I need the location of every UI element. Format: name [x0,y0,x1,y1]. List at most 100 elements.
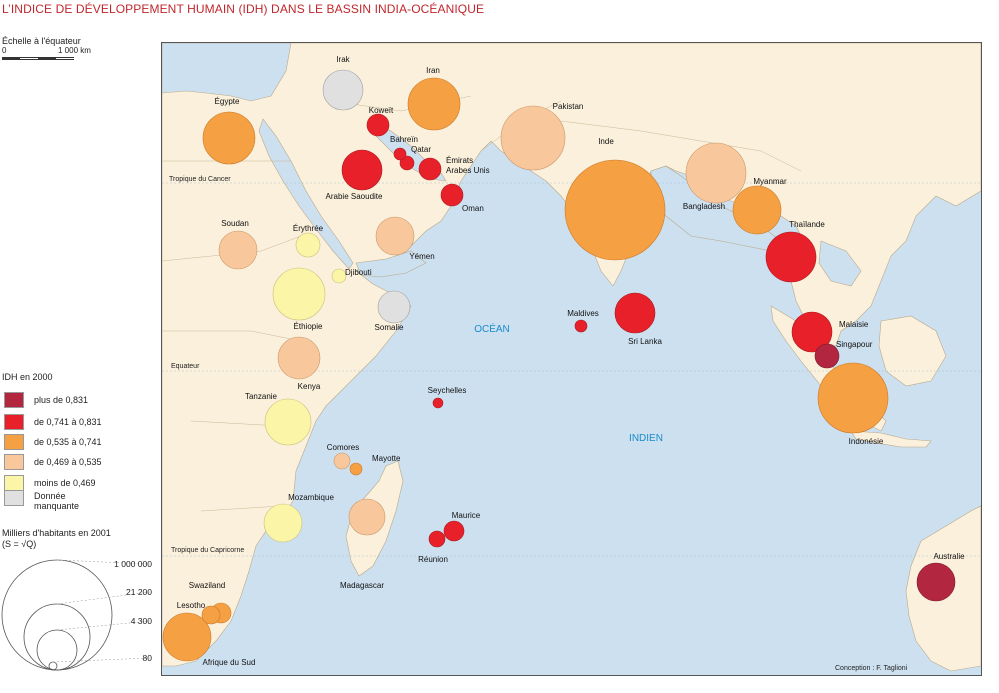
circle-bahre-n [393,147,407,161]
label--rythr-e: Érythrée [293,224,324,233]
circle-iran [407,77,461,131]
label-pakistan: Pakistan [553,102,584,111]
label-tha-lande: Thaïlande [789,220,825,229]
label-kowe-t: Koweït [369,106,394,115]
legend-swatch-4 [4,475,24,491]
circle-soudan [218,230,258,270]
gulf-thailand [818,240,862,287]
label-arabie-saoudite: Arabie Saoudite [326,192,383,201]
label--gypte: Égypte [215,97,240,106]
red-sea [258,118,354,270]
label-oman: Oman [462,204,484,213]
label-tanzanie: Tanzanie [245,392,278,401]
legend-pop-title-1: Milliers d'habitants en 2001 [2,528,111,538]
pop-circle-3 [36,629,78,671]
label-singapour: Singapour [836,340,873,349]
circle-inde [564,159,666,261]
label-r-union: Réunion [418,555,448,564]
circle-somalie [377,290,411,324]
circle-bangladesh [685,142,747,204]
tropic-cancer-label: Tropique du Cancer [169,176,231,183]
circle-y-men [375,216,415,256]
label-malaisie: Malaisie [839,320,869,329]
label-soudan: Soudan [221,219,249,228]
legend-swatch-2 [4,434,24,450]
scale-start: 0 [2,46,7,55]
legend-swatch-1 [4,414,24,430]
label-somalie: Somalie [375,323,404,332]
gulf-aden [355,250,427,278]
circle-oman [440,183,464,207]
pop-value-3: 4 300 [130,616,152,626]
legend-pop-title-2: (S = √Q) [2,539,37,549]
legend-swatch-5 [4,490,24,506]
label-bangladesh: Bangladesh [683,202,725,211]
pop-value-1: 1 000 000 [114,559,152,569]
circle-sri-lanka [614,292,656,334]
scale-label: Échelle à l'équateur [2,36,81,46]
land-java [850,430,932,448]
circle--mirats-arabes-unis [418,157,442,181]
label-y-men: Yémen [409,252,434,261]
pop-legend-circles [1,559,151,671]
ocean-label-2: INDIEN [629,433,663,444]
circle-madagascar [348,498,386,536]
circle-afrique-du-sud [162,612,212,662]
map-title: L’INDICE DE DÉVELOPPEMENT HUMAIN (IDH) D… [2,2,485,16]
circle-maurice [443,520,465,542]
legend-swatch-3 [4,454,24,470]
pop-circle-2 [23,603,91,671]
circle-arabie-saoudite [341,149,383,191]
circle-singapour [814,343,840,369]
legend-label-0: plus de 0,831 [34,395,89,405]
map-frame: Irak Iran Égypte Koweït Bahreïn Qatar Émirats A… [161,42,982,676]
label-mozambique: Mozambique [288,493,334,502]
label-irak: Irak [336,55,350,64]
label-afrique-du-sud: Afrique du Sud [203,658,256,667]
circle-mozambique [263,503,303,543]
label-swaziland: Swaziland [189,581,225,590]
label-lesotho: Lesotho [177,601,206,610]
credit-label: Conception : F. Taglioni [835,665,908,672]
circle-myanmar [732,185,782,235]
label-seychelles: Seychelles [428,386,467,395]
label-inde: Inde [598,137,614,146]
idh-circles [162,69,956,662]
label-myanmar: Myanmar [753,177,787,186]
legend-pop-title: Milliers d'habitants en 2001 (S = √Q) [2,528,111,550]
label-kenya: Kenya [298,382,321,391]
label-maldives: Maldives [567,309,599,318]
circle--gypte [202,111,256,165]
label-australie: Australie [933,552,965,561]
label-qatar: Qatar [411,145,431,154]
circle-tha-lande [765,231,817,283]
tropic-capricorn-label: Tropique du Capricorne [171,547,244,554]
legend-swatch-0 [4,392,24,408]
circle-australie [916,562,956,602]
pop-value-4: 80 [142,653,152,663]
scale-bar [2,57,74,60]
pop-value-2: 21 200 [126,587,152,597]
land-borneo [878,315,947,387]
label-mayotte: Mayotte [372,454,401,463]
legend-label-4: moins de 0,469 [34,478,96,488]
label-comores: Comores [327,443,359,452]
circle-kowe-t [366,113,390,137]
legend-label-5: Donnée manquante [34,491,80,511]
circle-indon-sie [817,362,889,434]
circle-seychelles [432,397,444,409]
legend-label-2: de 0,535 à 0,741 [34,437,102,447]
circle-qatar [399,155,415,171]
circle-lesotho [201,605,221,625]
circle-mayotte [349,462,363,476]
circle-djibouti [331,268,347,284]
equator-label: Equateur [171,363,200,370]
label-madagascar: Madagascar [340,581,384,590]
circle-malaisie [791,311,833,353]
circle-comores [333,452,351,470]
label--mirats-arabes-unis: Émirats Arabes Unis [446,156,490,175]
label-indon-sie: Indonésie [849,437,884,446]
label-iran: Iran [426,66,440,75]
